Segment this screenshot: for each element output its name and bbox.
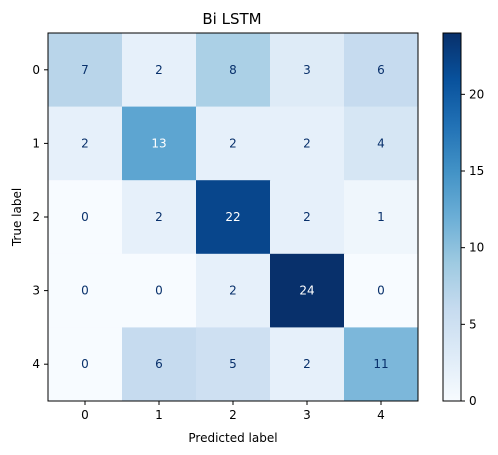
cell-value-label: 7 (81, 63, 89, 77)
colorbar-gradient (442, 32, 462, 402)
heatmap-cell (196, 33, 271, 108)
y-axis-label: True label (10, 188, 24, 247)
cell-value-label: 22 (225, 210, 240, 224)
heatmap-cell (122, 327, 197, 402)
cell-value-label: 2 (155, 63, 163, 77)
x-axis-label: Predicted label (188, 431, 277, 445)
heatmap-cell (270, 33, 345, 108)
heatmap-cell (48, 106, 123, 181)
heatmap-cell (122, 33, 197, 108)
heatmap-cell (344, 106, 419, 181)
heatmap-cell (344, 33, 419, 108)
cell-value-label: 0 (81, 357, 89, 371)
cell-value-label: 2 (155, 210, 163, 224)
heatmap-cell (122, 180, 197, 255)
x-axis-ticks: 0 1 2 3 4 (81, 401, 385, 422)
cell-value-label: 24 (299, 284, 314, 298)
y-tick-label: 1 (32, 136, 40, 150)
x-tick-label: 2 (229, 408, 237, 422)
cell-value-label: 6 (155, 357, 163, 371)
heatmap-cell (344, 253, 419, 328)
cell-value-label: 0 (377, 284, 385, 298)
cell-value-label: 4 (377, 136, 385, 150)
cell-value-label: 1 (377, 210, 385, 224)
cell-value-label: 2 (81, 136, 89, 150)
x-tick-label: 4 (377, 408, 385, 422)
cell-value-label: 0 (81, 284, 89, 298)
cell-value-label: 6 (377, 63, 385, 77)
y-axis-ticks: 0 1 2 3 4 (32, 63, 48, 371)
colorbar-tick-label: 20 (469, 87, 484, 101)
x-tick-label: 3 (303, 408, 311, 422)
cell-value-label: 2 (229, 136, 237, 150)
heatmap-cell (270, 327, 345, 402)
cell-value-label: 2 (303, 136, 311, 150)
cell-value-label: 0 (81, 210, 89, 224)
cell-value-label: 8 (229, 63, 237, 77)
heatmap-cell (122, 253, 197, 328)
x-tick-label: 1 (155, 408, 163, 422)
heatmap-cell (344, 180, 419, 255)
heatmap-cell-labels: 7 2 8 3 62 13 2 2 40 2 22 2 10 0 2 24 00 6 5 2 11 (81, 63, 388, 371)
cell-value-label: 0 (155, 284, 163, 298)
cell-value-label: 11 (373, 357, 388, 371)
colorbar-tick-label: 5 (469, 317, 477, 331)
heatmap-cell (196, 106, 271, 181)
colorbar-ticks: 0 5 10 15 20 (461, 87, 484, 408)
cell-value-label: 3 (303, 63, 311, 77)
y-tick-label: 0 (32, 63, 40, 77)
colorbar-tick-label: 10 (469, 241, 484, 255)
colorbar-tick-label: 0 (469, 394, 477, 408)
heatmap-cell (344, 327, 419, 402)
heatmap-cell (48, 327, 123, 402)
cell-value-label: 2 (303, 210, 311, 224)
heatmap-cell (48, 253, 123, 328)
heatmap-cells (48, 33, 419, 402)
heatmap-cell (270, 253, 345, 328)
heatmap-cell (196, 253, 271, 328)
heatmap-cell (48, 33, 123, 108)
cell-value-label: 2 (229, 284, 237, 298)
heatmap-cell (270, 106, 345, 181)
heatmap-cell (270, 180, 345, 255)
cell-value-label: 13 (151, 136, 166, 150)
heatmap-cell (122, 106, 197, 181)
cell-value-label: 2 (303, 357, 311, 371)
heatmap-cell (196, 327, 271, 402)
heatmap-cell (48, 180, 123, 255)
y-tick-label: 4 (32, 357, 40, 371)
chart-title: Bi LSTM (202, 10, 261, 28)
colorbar-tick-label: 15 (469, 164, 484, 178)
y-tick-label: 3 (32, 284, 40, 298)
colorbar: 0 5 10 15 20 (442, 32, 484, 408)
y-tick-label: 2 (32, 210, 40, 224)
heatmap-cell (196, 180, 271, 255)
cell-value-label: 5 (229, 357, 237, 371)
x-tick-label: 0 (81, 408, 89, 422)
